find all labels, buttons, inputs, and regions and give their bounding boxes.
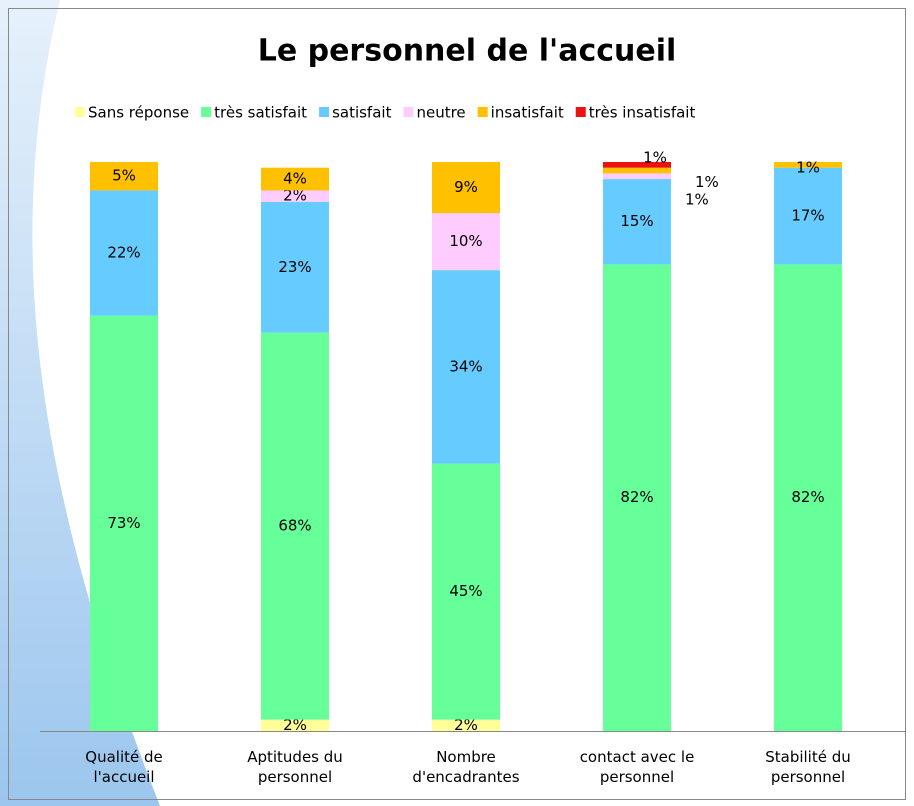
x-tick-label: Stabilité du personnel — [765, 748, 851, 786]
chart-frame — [8, 8, 906, 800]
bar-segment — [603, 167, 671, 174]
x-tick-label: Qualité de l'accueil — [85, 748, 162, 786]
bar-segment — [603, 162, 671, 168]
bar-segment — [90, 315, 158, 731]
legend-swatch — [403, 107, 414, 117]
bar-segment — [90, 190, 158, 316]
value-label: 1% — [643, 148, 667, 166]
bar-segment — [261, 332, 329, 720]
value-label: 9% — [454, 178, 478, 196]
value-label: 1% — [695, 173, 719, 191]
legend-label: satisfait — [332, 104, 392, 122]
value-label: 2% — [283, 187, 307, 205]
legend-swatch — [477, 107, 488, 117]
value-label: 2% — [283, 716, 307, 734]
bar-segment — [261, 719, 329, 731]
bar-segment — [603, 264, 671, 731]
value-label: 82% — [620, 488, 653, 506]
value-label: 34% — [449, 357, 482, 375]
value-label: 82% — [791, 488, 824, 506]
x-tick-label: Aptitudes du personnel — [247, 748, 343, 786]
bar-segment — [774, 264, 842, 731]
bar-segment — [261, 167, 329, 191]
bar-segment — [261, 190, 329, 202]
value-label: 15% — [620, 212, 653, 230]
x-tick-label: Nombre d'encadrantes — [412, 748, 519, 786]
value-label: 10% — [449, 232, 482, 250]
bar-segment — [774, 162, 842, 168]
bar-segment — [774, 167, 842, 265]
value-label: 22% — [107, 244, 140, 262]
value-label: 5% — [112, 167, 136, 185]
bar-segment — [432, 463, 500, 720]
legend-label: neutre — [416, 104, 465, 122]
value-label: 1% — [685, 191, 709, 209]
legend-label: insatisfait — [491, 104, 564, 122]
chart-title: Le personnel de l'accueil — [258, 34, 677, 69]
bar-segment — [90, 162, 158, 191]
x-tick-label: contact avec le personnel — [580, 748, 695, 786]
legend-swatch — [319, 107, 330, 117]
legend-label: très insatisfait — [589, 104, 696, 122]
value-label: 45% — [449, 582, 482, 600]
value-label: 1% — [796, 158, 820, 176]
bar-segment — [603, 179, 671, 265]
bar-segment — [432, 719, 500, 731]
value-label: 23% — [278, 258, 311, 276]
background-swoosh — [0, 0, 160, 806]
value-label: 2% — [454, 716, 478, 734]
bar-segment — [603, 173, 671, 180]
value-label: 17% — [791, 207, 824, 225]
bar-segment — [261, 201, 329, 333]
bar-segment — [432, 270, 500, 464]
value-label: 4% — [283, 170, 307, 188]
value-label: 73% — [107, 514, 140, 532]
legend-label: très satisfait — [214, 104, 307, 122]
bar-segment — [432, 162, 500, 214]
legend-swatch — [75, 107, 85, 117]
legend-swatch — [575, 107, 586, 117]
legend-label: Sans réponse — [88, 104, 189, 122]
bar-segment — [432, 213, 500, 271]
value-label: 68% — [278, 517, 311, 535]
legend-swatch — [201, 107, 212, 117]
